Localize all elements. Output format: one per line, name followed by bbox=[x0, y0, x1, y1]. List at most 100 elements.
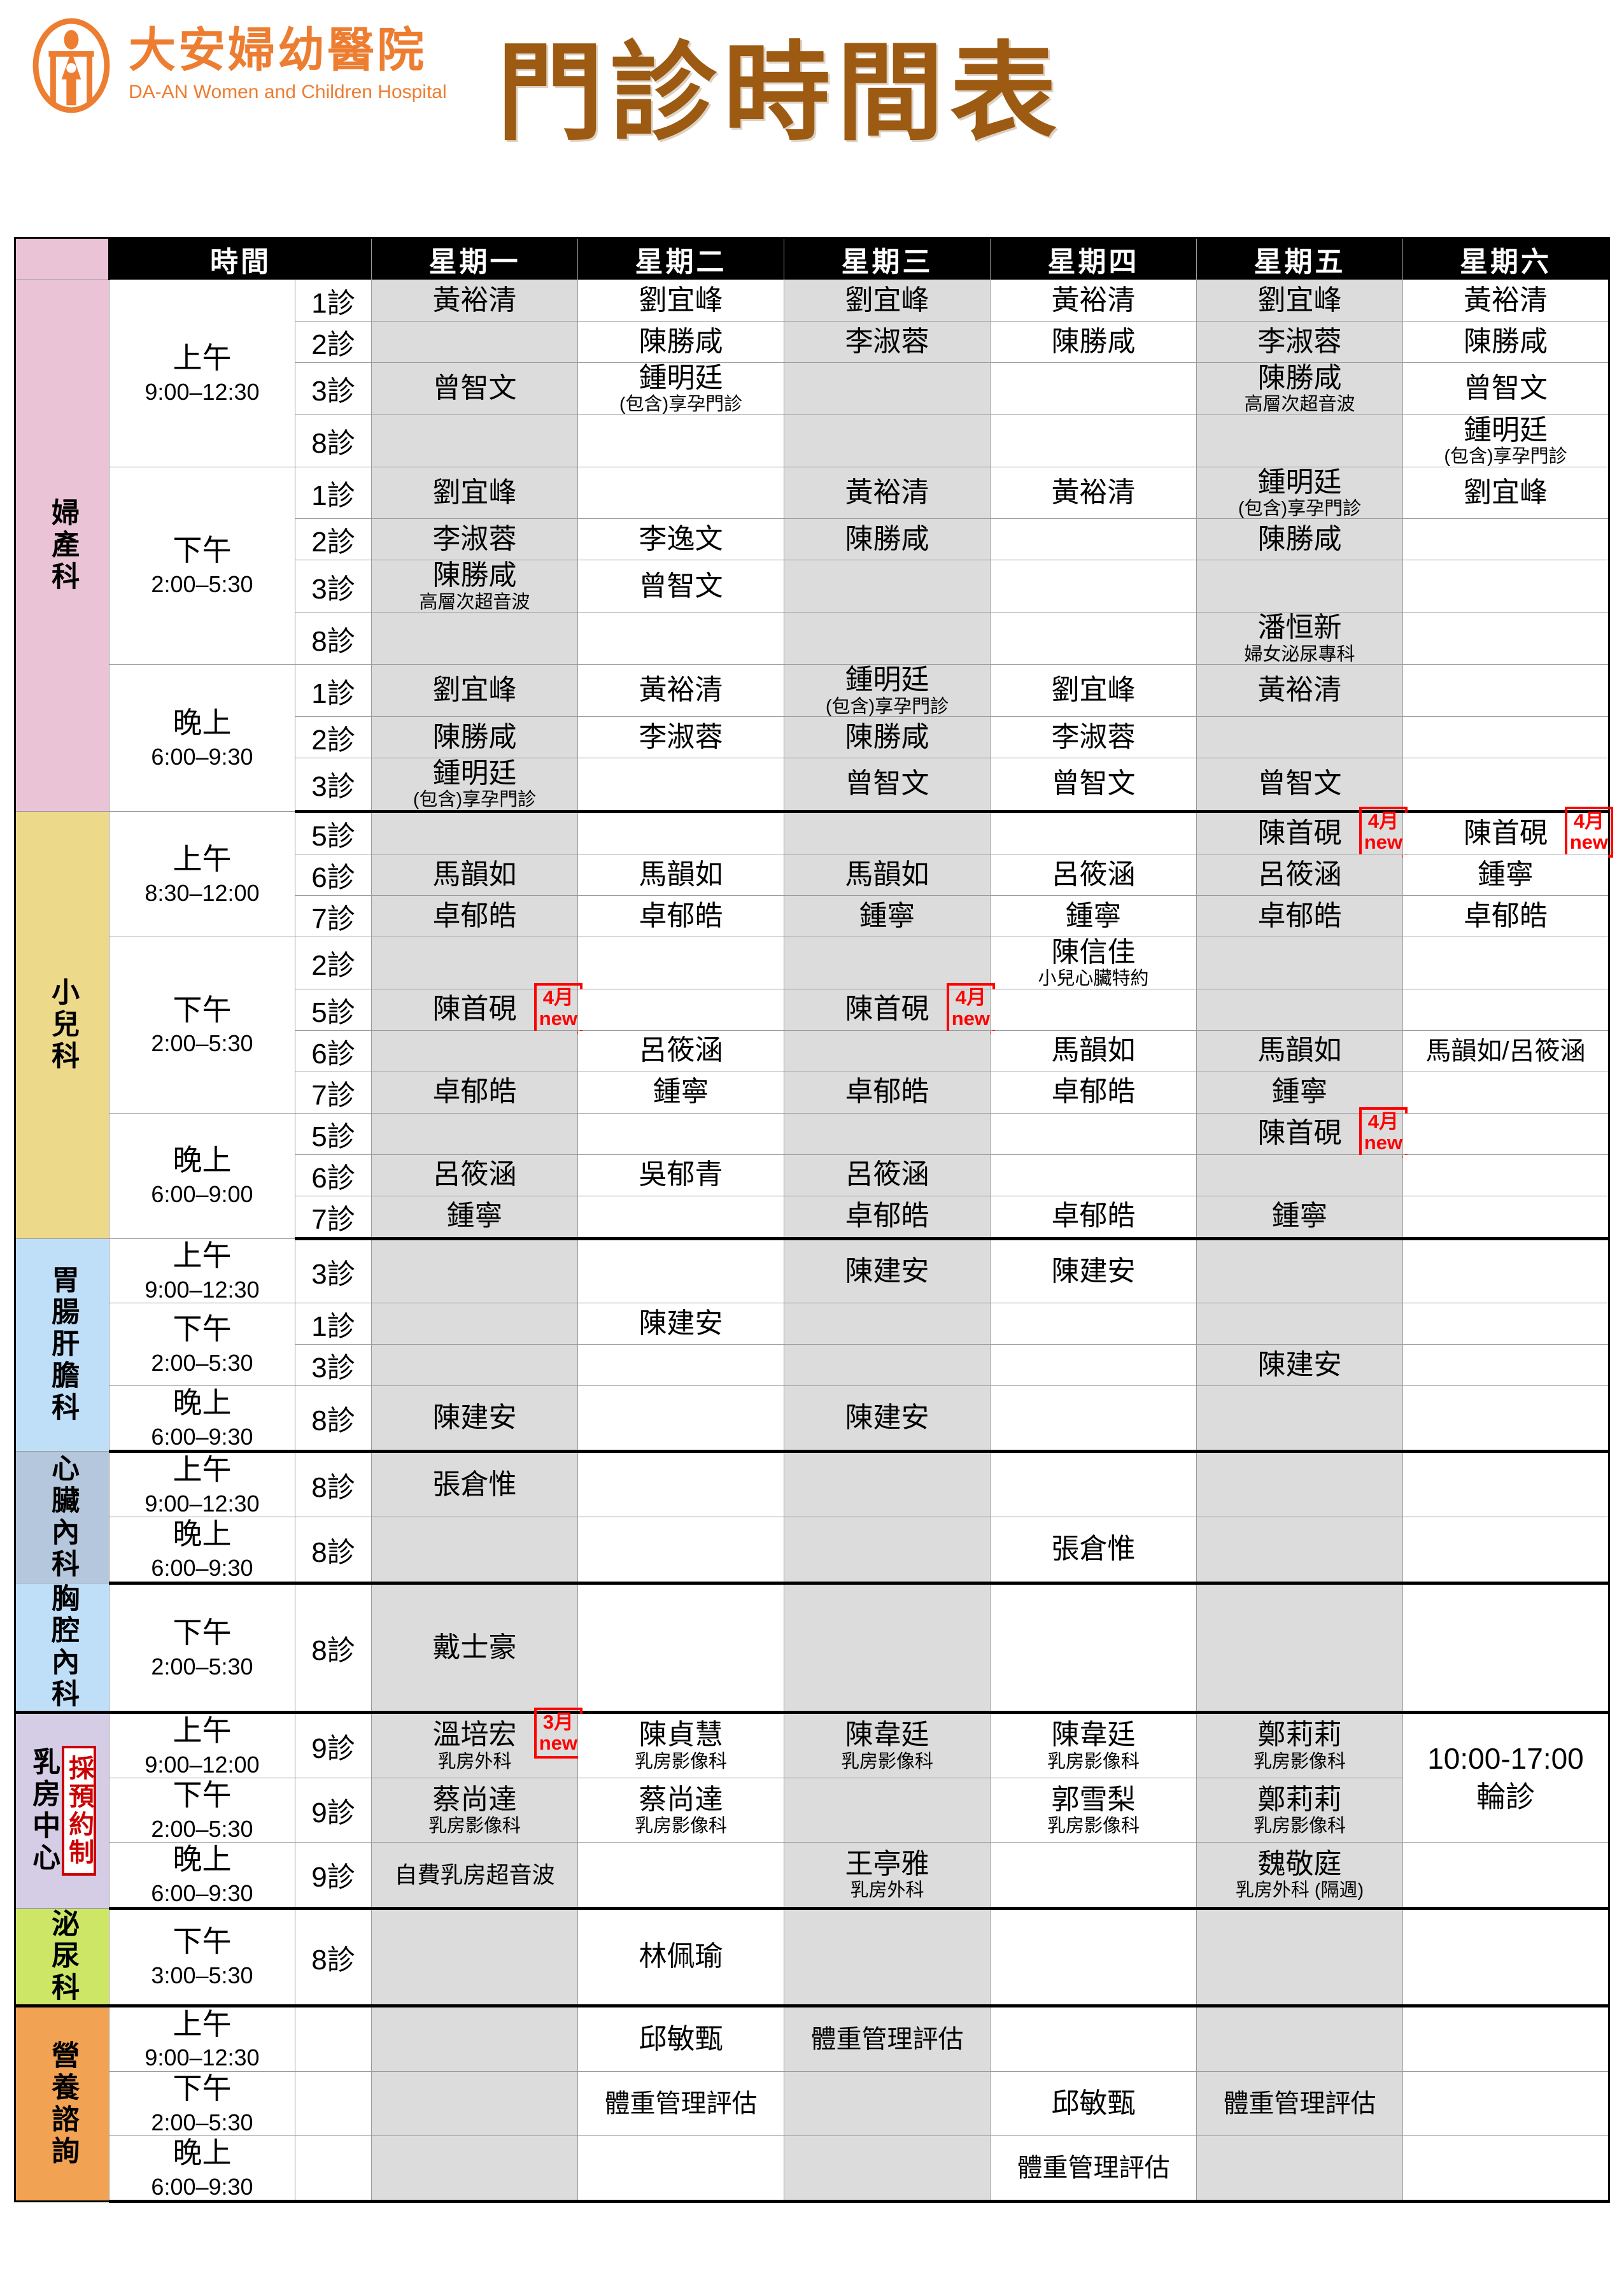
schedule-cell[interactable] bbox=[1196, 1385, 1403, 1454]
schedule-cell[interactable] bbox=[1402, 1302, 1609, 1345]
schedule-cell[interactable] bbox=[1402, 2135, 1609, 2204]
schedule-cell[interactable]: 鍾寧 bbox=[1196, 1195, 1403, 1240]
schedule-cell[interactable]: 曾智文 bbox=[577, 560, 784, 613]
schedule-cell[interactable] bbox=[990, 1343, 1197, 1386]
schedule-cell[interactable]: 陳韋廷 乳房影像科 bbox=[990, 1711, 1197, 1779]
schedule-cell[interactable]: 蔡尚達 乳房影像科 bbox=[371, 1778, 578, 1843]
schedule-cell[interactable] bbox=[990, 560, 1197, 613]
schedule-cell[interactable] bbox=[1196, 1302, 1403, 1345]
schedule-cell[interactable] bbox=[990, 2005, 1197, 2072]
schedule-cell[interactable] bbox=[784, 2135, 991, 2204]
schedule-cell[interactable]: 陳勝咸 bbox=[784, 518, 991, 561]
schedule-cell[interactable]: 卓郁皓 bbox=[371, 895, 578, 937]
schedule-cell[interactable] bbox=[784, 1302, 991, 1345]
schedule-cell[interactable]: 陳建安 bbox=[784, 1385, 991, 1454]
schedule-cell[interactable]: 鍾寧 bbox=[990, 895, 1197, 937]
schedule-cell[interactable] bbox=[1402, 2005, 1609, 2072]
schedule-cell[interactable]: 呂筱涵 bbox=[1196, 853, 1403, 896]
schedule-cell[interactable]: 陳勝咸 bbox=[1402, 321, 1609, 363]
schedule-cell[interactable]: 黃裕清 bbox=[990, 280, 1197, 322]
schedule-cell[interactable]: 陳建安 bbox=[1196, 1343, 1403, 1386]
schedule-cell[interactable]: 卓郁皓 bbox=[577, 895, 784, 937]
schedule-cell[interactable] bbox=[577, 1385, 784, 1454]
schedule-cell[interactable] bbox=[371, 612, 578, 665]
schedule-cell[interactable] bbox=[577, 1195, 784, 1240]
schedule-cell[interactable]: 陳勝咸 高層次超音波 bbox=[371, 560, 578, 613]
schedule-cell[interactable]: 陳首硯 4月 new bbox=[1402, 806, 1613, 858]
schedule-cell[interactable] bbox=[577, 1112, 784, 1155]
schedule-cell[interactable] bbox=[577, 466, 784, 520]
schedule-cell[interactable] bbox=[1196, 2005, 1403, 2072]
schedule-cell[interactable]: 陳首硯 4月 new bbox=[371, 982, 583, 1034]
schedule-cell[interactable]: 邱敏甄 bbox=[577, 2005, 784, 2072]
schedule-cell[interactable]: 鄭莉莉 乳房影像科 bbox=[1196, 1711, 1403, 1779]
schedule-cell[interactable]: 陳建安 bbox=[371, 1385, 578, 1454]
schedule-cell[interactable]: 郭雪梨 乳房影像科 bbox=[990, 1778, 1197, 1843]
schedule-cell[interactable] bbox=[1196, 560, 1403, 613]
schedule-cell[interactable]: 陳勝咸 bbox=[371, 716, 578, 758]
schedule-cell[interactable] bbox=[990, 1582, 1197, 1714]
schedule-cell[interactable]: 曾智文 bbox=[1402, 362, 1609, 415]
schedule-cell[interactable] bbox=[1402, 1517, 1609, 1585]
schedule-cell[interactable] bbox=[1402, 988, 1609, 1031]
schedule-cell[interactable] bbox=[784, 1451, 991, 1518]
schedule-cell[interactable] bbox=[784, 811, 991, 854]
schedule-cell[interactable] bbox=[1402, 1385, 1609, 1454]
schedule-cell[interactable] bbox=[371, 414, 578, 467]
schedule-cell[interactable] bbox=[784, 1112, 991, 1155]
schedule-cell[interactable]: 陳首硯 4月 new bbox=[1196, 1107, 1408, 1158]
schedule-cell[interactable] bbox=[577, 1238, 784, 1303]
schedule-cell[interactable] bbox=[1196, 936, 1403, 989]
schedule-cell[interactable]: 陳首硯 4月 new bbox=[1196, 806, 1408, 858]
schedule-cell[interactable] bbox=[371, 811, 578, 854]
schedule-cell[interactable] bbox=[577, 414, 784, 467]
schedule-cell[interactable] bbox=[371, 2071, 578, 2137]
schedule-cell[interactable]: 陳勝咸 bbox=[1196, 518, 1403, 561]
schedule-cell[interactable]: 溫培宏 乳房外科 3月 new bbox=[371, 1707, 583, 1779]
schedule-cell[interactable] bbox=[1402, 1112, 1609, 1155]
schedule-cell[interactable]: 鍾寧 bbox=[1402, 853, 1609, 896]
schedule-cell[interactable] bbox=[1402, 1908, 1609, 2007]
schedule-cell[interactable] bbox=[1196, 414, 1403, 467]
schedule-cell[interactable]: 陳貞慧 乳房影像科 bbox=[577, 1711, 784, 1779]
schedule-cell[interactable] bbox=[990, 362, 1197, 415]
schedule-cell[interactable] bbox=[371, 1343, 578, 1386]
schedule-cell[interactable] bbox=[1196, 2135, 1403, 2204]
schedule-cell[interactable] bbox=[371, 1302, 578, 1345]
schedule-cell[interactable] bbox=[577, 811, 784, 854]
schedule-cell[interactable] bbox=[1402, 1154, 1609, 1196]
schedule-cell[interactable]: 黃裕清 bbox=[1402, 280, 1609, 322]
schedule-cell[interactable]: 邱敏甄 bbox=[990, 2071, 1197, 2137]
schedule-cell[interactable]: 魏敬庭 乳房外科 (隔週) bbox=[1196, 1842, 1403, 1910]
schedule-cell[interactable] bbox=[577, 1582, 784, 1714]
schedule-cell[interactable]: 劉宜峰 bbox=[784, 280, 991, 322]
schedule-cell[interactable] bbox=[371, 2135, 578, 2204]
schedule-cell[interactable]: 鍾明廷 (包含)享孕門診 bbox=[1196, 466, 1403, 520]
schedule-cell[interactable]: 李逸文 bbox=[577, 518, 784, 561]
schedule-cell[interactable]: 陳建安 bbox=[990, 1238, 1197, 1303]
schedule-cell[interactable] bbox=[1402, 1343, 1609, 1386]
schedule-cell[interactable]: 卓郁皓 bbox=[1402, 895, 1609, 937]
schedule-cell[interactable]: 黃裕清 bbox=[784, 466, 991, 520]
schedule-cell[interactable] bbox=[1402, 1451, 1609, 1518]
schedule-cell[interactable]: 自費乳房超音波 bbox=[371, 1842, 578, 1910]
schedule-cell[interactable] bbox=[1196, 988, 1403, 1031]
schedule-cell[interactable] bbox=[577, 2135, 784, 2204]
schedule-cell[interactable]: 馬韻如 bbox=[371, 853, 578, 896]
schedule-cell[interactable] bbox=[1196, 1517, 1403, 1585]
schedule-cell[interactable]: 王亭雅 乳房外科 bbox=[784, 1842, 991, 1910]
schedule-cell[interactable]: 鍾明廷 (包含)享孕門診 bbox=[577, 362, 784, 415]
schedule-cell[interactable]: 卓郁皓 bbox=[990, 1195, 1197, 1240]
schedule-cell[interactable]: 鄭莉莉 乳房影像科 bbox=[1196, 1778, 1403, 1843]
schedule-cell[interactable]: 李淑蓉 bbox=[1196, 321, 1403, 363]
schedule-cell[interactable] bbox=[1196, 1154, 1403, 1196]
schedule-cell[interactable]: 呂筱涵 bbox=[577, 1030, 784, 1072]
schedule-cell[interactable] bbox=[1196, 1451, 1403, 1518]
schedule-cell[interactable] bbox=[1196, 1908, 1403, 2007]
schedule-cell[interactable]: 劉宜峰 bbox=[1402, 466, 1609, 520]
schedule-cell[interactable] bbox=[784, 560, 991, 613]
schedule-cell[interactable] bbox=[784, 2071, 991, 2137]
schedule-cell[interactable]: 陳韋廷 乳房影像科 bbox=[784, 1711, 991, 1779]
schedule-cell[interactable]: 張倉惟 bbox=[371, 1451, 578, 1518]
schedule-cell[interactable] bbox=[784, 362, 991, 415]
